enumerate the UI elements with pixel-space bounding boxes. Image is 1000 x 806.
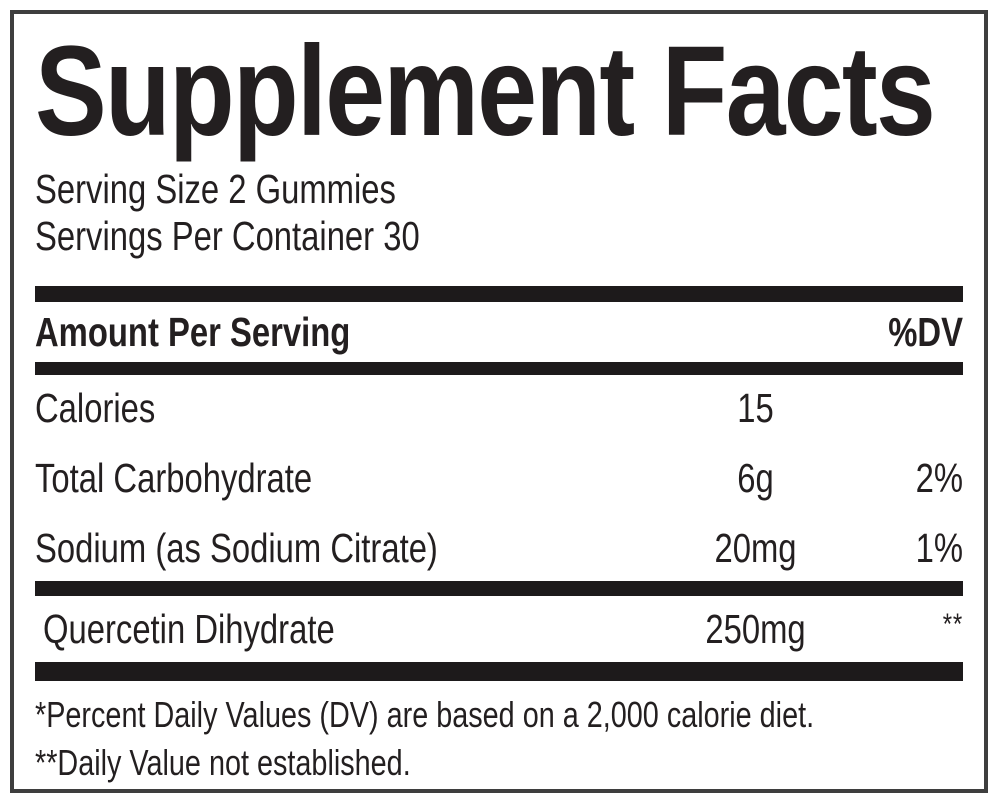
nutrient-amount: 250mg (705, 605, 806, 652)
header-separator-bar (35, 362, 963, 375)
footnote-percent-dv: *Percent Daily Values (DV) are based on … (35, 694, 815, 735)
dv-column-label: %DV (888, 308, 963, 355)
nutrient-amount: 15 (737, 384, 774, 431)
amount-per-serving-label: Amount Per Serving (35, 308, 351, 355)
serving-size-line: Serving Size 2 Gummies (35, 166, 396, 212)
thick-separator-bar-bottom (35, 662, 963, 681)
nutrient-row-quercetin: Quercetin Dihydrate 250mg ** (35, 596, 963, 662)
nutrient-dv: 1% (915, 524, 963, 571)
footnote-dv-not-established: **Daily Value not established. (35, 742, 411, 783)
serving-info: Serving Size 2 Gummies Servings Per Cont… (35, 166, 963, 260)
footnotes-section: *Percent Daily Values (DV) are based on … (35, 691, 963, 787)
panel-title: Supplement Facts (35, 20, 936, 163)
nutrient-amount: 20mg (714, 524, 797, 571)
nutrient-row-sodium: Sodium (as Sodium Citrate) 20mg 1% (35, 515, 963, 581)
thick-separator-bar-top (35, 286, 963, 302)
nutrient-row-total-carbohydrate: Total Carbohydrate 6g 2% (35, 445, 963, 511)
nutrient-dv: 2% (915, 454, 963, 501)
nutrient-name: Sodium (as Sodium Citrate) (35, 524, 438, 571)
nutrient-dv-asterisks: ** (942, 607, 963, 641)
servings-per-container-line: Servings Per Container 30 (35, 213, 420, 259)
facts-header-row: Amount Per Serving %DV (35, 302, 963, 362)
thick-separator-bar-middle (35, 581, 963, 596)
nutrient-name: Quercetin Dihydrate (43, 605, 335, 652)
nutrient-name: Calories (35, 384, 156, 431)
nutrient-name: Total Carbohydrate (35, 454, 313, 501)
nutrient-amount: 6g (737, 454, 774, 501)
nutrient-row-calories: Calories 15 (35, 375, 963, 441)
supplement-facts-panel: Supplement Facts Serving Size 2 Gummies … (10, 10, 988, 793)
